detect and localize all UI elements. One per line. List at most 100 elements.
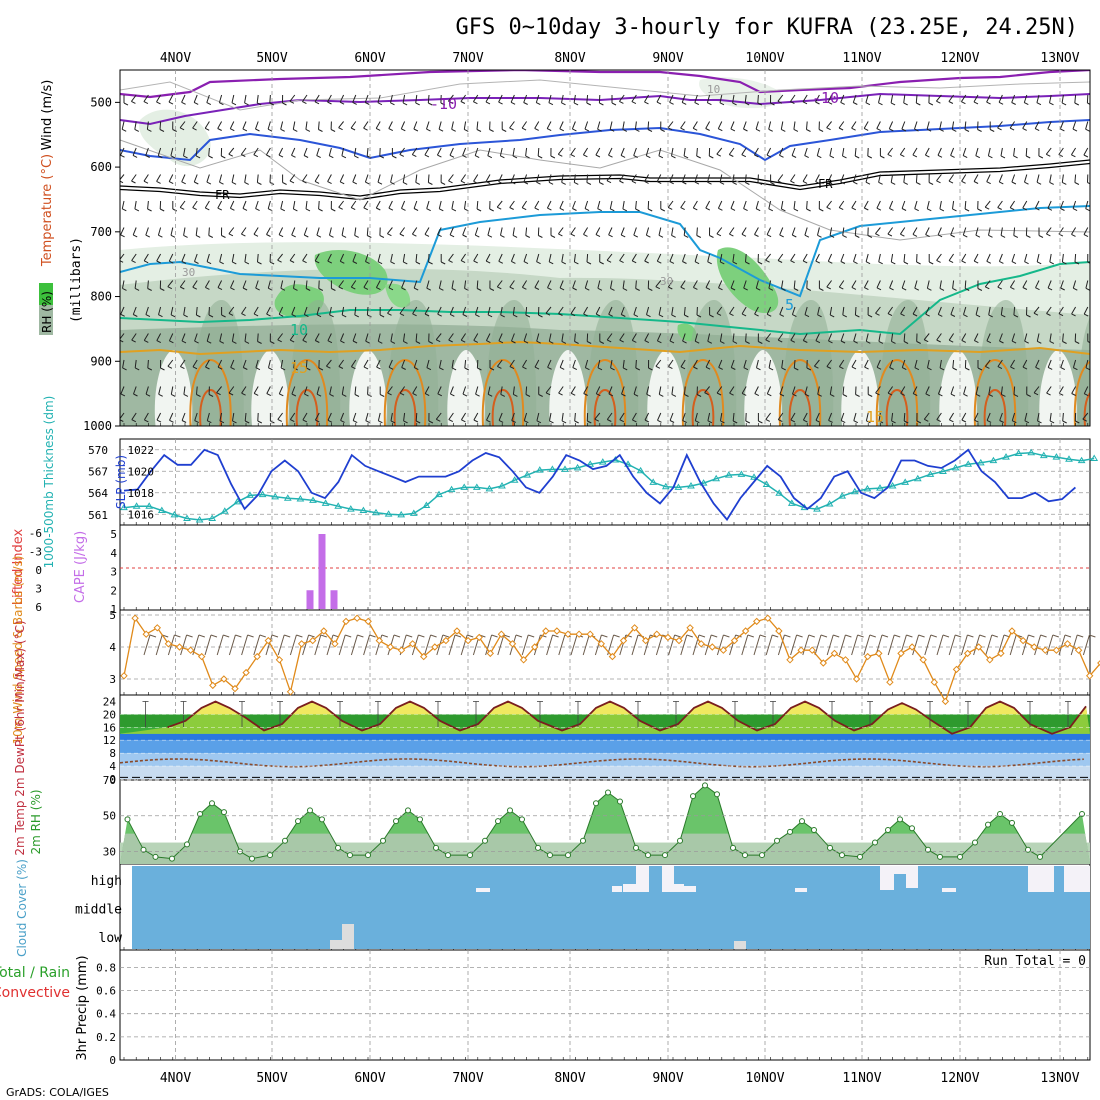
wind-barb-flag — [644, 419, 650, 423]
wind10-tick-label: 5 — [109, 609, 116, 622]
wind-barb-flag — [1047, 207, 1053, 211]
wind-barb-shaft — [509, 200, 515, 208]
wind-barb-shaft — [754, 306, 759, 315]
wind-barb-flag — [916, 420, 922, 424]
wind-barb-shaft — [914, 359, 918, 368]
thickness-point — [724, 471, 733, 478]
wind-barb-shaft — [606, 253, 613, 261]
wind-barb-flag — [584, 208, 590, 212]
wind-barb-shaft — [1037, 412, 1040, 421]
wind-barb-10m — [424, 634, 432, 656]
wind-barb-flag — [965, 367, 970, 371]
wind-barb-flag — [278, 154, 284, 158]
temp-label-15: 15 — [866, 408, 884, 426]
wind-barb-shaft — [584, 359, 589, 368]
wind-barb-flag — [660, 129, 665, 132]
wind-barb-shaft — [377, 412, 381, 421]
wind-barb-shaft — [876, 200, 881, 209]
wind-barb-shaft — [338, 280, 345, 288]
wind-barb-flag — [253, 313, 259, 317]
wind-barb-shaft — [341, 386, 345, 395]
wind-barb-shaft — [912, 386, 918, 394]
day-label-bottom: 5NOV — [256, 1071, 287, 1086]
wind-barb-shaft — [412, 386, 418, 394]
wind-barb-flag — [426, 128, 431, 132]
wind-barb-shaft — [366, 227, 369, 236]
wind-barb-flag — [339, 181, 345, 185]
wind-barb-flag — [278, 313, 284, 317]
wind-barb-flag — [817, 234, 822, 238]
wind-barb-flag — [412, 392, 417, 396]
wind-barb-flag — [559, 128, 565, 132]
wind-barb-flag — [574, 181, 579, 185]
slp-axis-label: SLP (mb) — [114, 455, 128, 509]
wind-barb-flag — [880, 155, 885, 159]
wind-speed-point — [764, 614, 772, 622]
wind-barb-shaft — [143, 174, 149, 182]
wind-barb-shaft — [745, 253, 747, 263]
wind-barb-shaft — [961, 253, 967, 262]
wind-barb-flag — [633, 155, 638, 158]
wind-barb-shaft — [413, 359, 418, 368]
rh-point — [885, 827, 891, 834]
wind-barb-flag — [329, 393, 334, 397]
wind-barb-flag — [156, 180, 161, 184]
wind-barb-shaft — [496, 280, 503, 288]
wind-barb-shaft — [671, 306, 674, 315]
wind-barb-flag — [1085, 367, 1090, 371]
wind-barb-flag — [692, 127, 698, 131]
wind-barb-shaft — [305, 359, 308, 369]
wind-barb-shaft — [536, 333, 540, 342]
wind-barb-shaft — [644, 253, 650, 262]
wind-barb-flag — [794, 367, 799, 371]
wind-barb-flag — [536, 102, 541, 106]
wind-barb-flag — [538, 235, 543, 238]
wind-barb-shaft — [838, 121, 845, 129]
wind-barb-shaft — [1062, 333, 1064, 342]
wind-barb-shaft — [545, 306, 552, 314]
wind-barb-10m — [594, 634, 602, 656]
wind-barb-flag — [183, 314, 188, 318]
wind-barb-shaft — [269, 94, 271, 104]
wind-barb-flag — [192, 207, 197, 211]
wind-barb-10m-flag — [735, 634, 742, 638]
wind-barb-flag — [257, 420, 263, 424]
wind-barb-shaft — [1058, 306, 1064, 314]
wind-barb-shaft — [303, 227, 308, 236]
wind-barb-flag — [986, 340, 992, 344]
wind-barb-shaft — [352, 94, 357, 103]
wind-barb-shaft — [534, 121, 540, 129]
wind-barb-shaft — [242, 200, 247, 209]
wind-barb-flag — [684, 394, 689, 397]
wind-barb-flag — [1013, 314, 1019, 318]
wind-barb-shaft — [939, 280, 942, 289]
wind-barb-flag — [755, 208, 761, 212]
wind-barb-flag — [876, 366, 882, 370]
wind-barb-shaft — [829, 386, 833, 395]
wind-barb-10m-flag — [491, 634, 498, 638]
wind-barb-shaft — [683, 147, 686, 156]
wind-barb-flag — [367, 235, 372, 238]
wind-barb-flag — [900, 392, 905, 396]
wind-barb-shaft — [875, 227, 881, 235]
wind-barb-flag — [219, 102, 224, 106]
wind-barb-flag — [318, 129, 323, 132]
wind-barb-shaft — [732, 253, 735, 262]
wind-barb-flag — [1035, 287, 1040, 291]
wind-barb-shaft — [387, 306, 393, 314]
wind-barb-flag — [120, 154, 125, 158]
wind-barb-flag — [145, 393, 151, 397]
wind-barb-shaft — [973, 174, 979, 182]
wind-barb-flag — [256, 102, 262, 106]
wind-barb-flag — [1049, 261, 1055, 265]
wind-barb-shaft — [534, 359, 540, 368]
wind-barb-shaft — [704, 386, 710, 394]
cloud-block-high — [906, 866, 918, 888]
wind-speed-point — [164, 640, 173, 648]
wind-barb-flag — [451, 128, 456, 132]
wind-barb-shaft — [777, 174, 784, 182]
wind-barb-shaft — [1058, 227, 1064, 235]
pressure-tick-label: 900 — [90, 354, 112, 368]
wind-barb-flag — [415, 261, 421, 265]
wind-barb-10m — [265, 634, 273, 656]
